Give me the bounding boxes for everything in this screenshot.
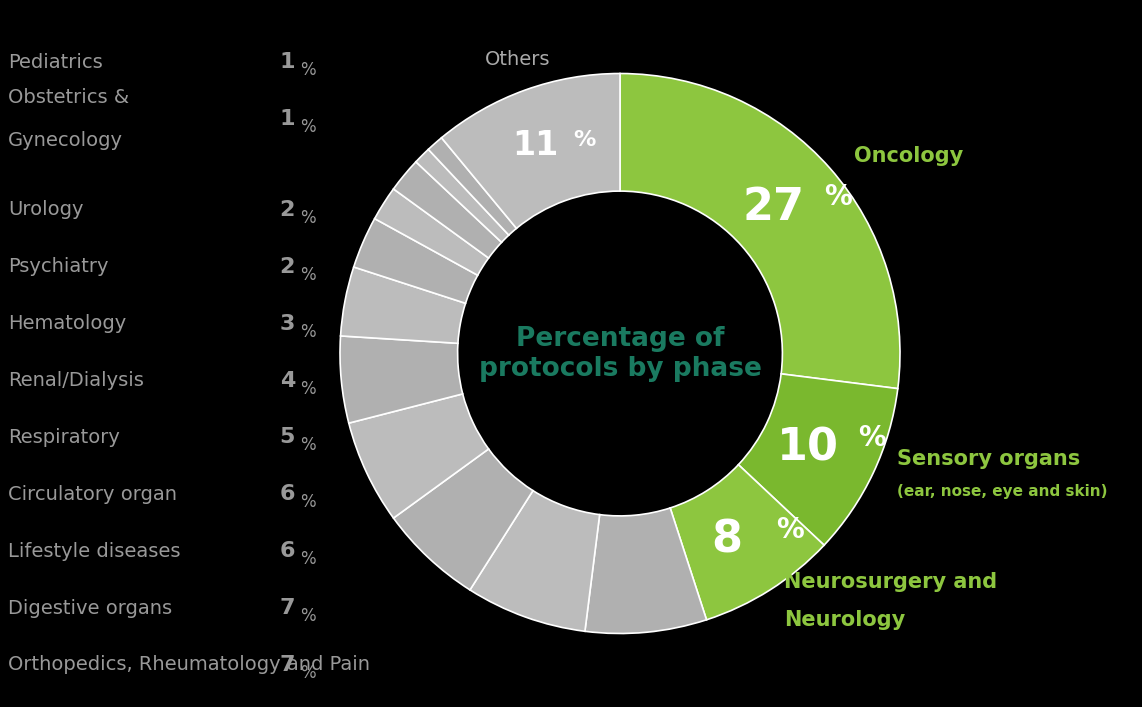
Wedge shape: [340, 336, 463, 423]
Text: %: %: [300, 436, 315, 455]
Text: %: %: [573, 130, 595, 151]
Text: 1: 1: [280, 52, 295, 72]
Text: 3: 3: [280, 314, 295, 334]
Wedge shape: [394, 162, 501, 258]
Text: Obstetrics &: Obstetrics &: [8, 88, 129, 107]
Wedge shape: [620, 74, 900, 389]
Text: (ear, nose, eye and skin): (ear, nose, eye and skin): [896, 484, 1108, 499]
Text: 7: 7: [280, 655, 295, 675]
Text: 2: 2: [280, 257, 295, 277]
Text: %: %: [823, 183, 852, 211]
Text: Neurology: Neurology: [785, 610, 906, 630]
Text: 4: 4: [280, 370, 295, 390]
Text: %: %: [858, 423, 886, 452]
Text: %: %: [300, 322, 315, 341]
Text: Renal/Dialysis: Renal/Dialysis: [8, 371, 144, 390]
Text: 7: 7: [280, 598, 295, 618]
Text: Oncology: Oncology: [853, 146, 963, 166]
Text: %: %: [300, 664, 315, 682]
Wedge shape: [670, 464, 825, 620]
Wedge shape: [471, 491, 600, 631]
Text: 6: 6: [280, 484, 295, 504]
Text: 27: 27: [743, 186, 805, 229]
Text: Orthopedics, Rheumatology and Pain: Orthopedics, Rheumatology and Pain: [8, 655, 370, 674]
Text: Neurosurgery and: Neurosurgery and: [785, 572, 998, 592]
Text: Urology: Urology: [8, 200, 83, 219]
Text: 6: 6: [280, 542, 295, 561]
Text: %: %: [300, 550, 315, 568]
Wedge shape: [394, 449, 533, 590]
Text: %: %: [777, 516, 804, 544]
Text: %: %: [300, 118, 315, 136]
Wedge shape: [348, 394, 489, 518]
Wedge shape: [375, 189, 489, 275]
Text: Sensory organs: Sensory organs: [896, 449, 1080, 469]
Text: Pediatrics: Pediatrics: [8, 52, 103, 71]
Text: 1: 1: [280, 109, 295, 129]
Text: 11: 11: [512, 129, 558, 162]
Wedge shape: [442, 74, 620, 228]
Text: Gynecology: Gynecology: [8, 131, 123, 150]
Text: %: %: [300, 607, 315, 625]
Text: %: %: [300, 209, 315, 227]
Wedge shape: [739, 374, 898, 545]
Text: %: %: [300, 266, 315, 284]
Text: Psychiatry: Psychiatry: [8, 257, 108, 276]
Text: %: %: [300, 61, 315, 79]
Text: 10: 10: [778, 426, 839, 469]
Wedge shape: [354, 218, 477, 303]
Text: Digestive organs: Digestive organs: [8, 599, 172, 618]
Wedge shape: [428, 138, 516, 235]
Text: Hematology: Hematology: [8, 314, 127, 333]
Text: Lifestyle diseases: Lifestyle diseases: [8, 542, 180, 561]
Text: 5: 5: [280, 428, 295, 448]
Wedge shape: [416, 149, 509, 243]
Wedge shape: [585, 508, 707, 633]
Text: %: %: [300, 493, 315, 511]
Text: Respiratory: Respiratory: [8, 428, 120, 447]
Text: 8: 8: [711, 519, 742, 562]
Text: Percentage of
protocols by phase: Percentage of protocols by phase: [478, 325, 762, 382]
Text: 2: 2: [280, 200, 295, 220]
Text: %: %: [300, 380, 315, 397]
Text: Circulatory organ: Circulatory organ: [8, 485, 177, 504]
Wedge shape: [340, 267, 466, 344]
Text: Others: Others: [485, 50, 550, 69]
